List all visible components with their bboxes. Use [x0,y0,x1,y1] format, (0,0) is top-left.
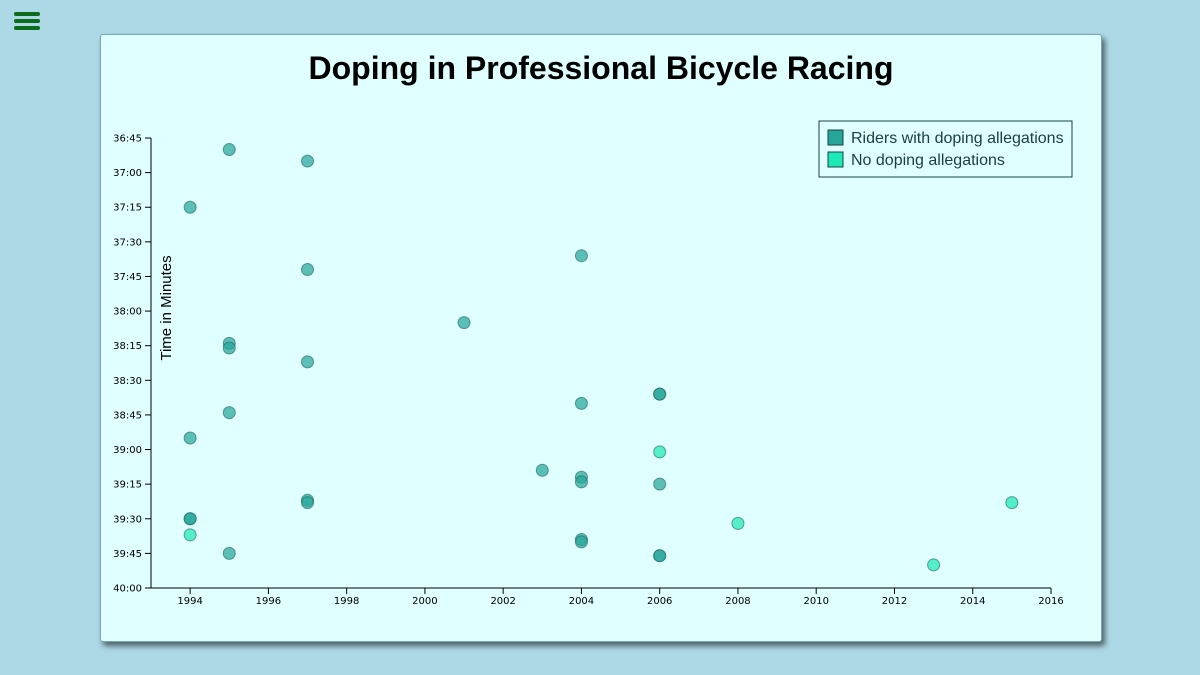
x-tick-label: 2006 [647,596,672,607]
doping-data-point [574,535,588,549]
y-tick-label: 38:00 [113,307,142,318]
chart-card: Doping in Professional Bicycle Racing 36… [100,34,1102,642]
x-tick-label: 2010 [803,596,828,607]
doping-data-point [222,406,236,420]
legend-swatch [827,129,844,146]
doping-data-point [222,546,236,560]
y-tick-label: 37:30 [113,237,142,248]
x-tick-label: 2000 [412,596,437,607]
y-tick-label: 38:45 [113,410,142,421]
x-tick-label: 2004 [569,596,594,607]
y-tick-label: 37:00 [113,168,142,179]
y-tick-label: 37:45 [113,272,142,283]
y-tick-label: 37:15 [113,203,142,214]
hamburger-menu-icon[interactable] [12,8,42,38]
legend-label: No doping allegations [851,152,1005,169]
doping-data-point [222,341,236,355]
y-tick-label: 39:15 [113,480,142,491]
y-axis-label: Time in Minutes [158,255,175,360]
doping-data-point [301,496,315,510]
doping-data-point [183,431,197,445]
chart-title: Doping in Professional Bicycle Racing [308,50,894,86]
y-tick-label: 36:45 [113,134,142,145]
doping-data-point [301,263,315,277]
y-tick-label: 39:45 [113,549,142,560]
clean-data-point [653,445,667,459]
doping-data-point [301,154,315,168]
doping-data-point [183,512,197,526]
doping-data-point [183,200,197,214]
y-tick-label: 39:30 [113,514,142,525]
x-tick-label: 2008 [725,596,750,607]
y-tick-label: 38:30 [113,376,142,387]
x-tick-label: 2002 [490,596,515,607]
menu-bar [14,26,40,30]
clean-data-point [927,558,941,572]
doping-data-point [653,477,667,491]
doping-data-point [457,316,471,330]
clean-data-point [731,516,745,530]
menu-bar [14,19,40,23]
x-tick-label: 2014 [960,596,985,607]
scatter-plot: 36:45 37:00 37:15 37:30 37:45 38:00 38:15 38:30… [113,120,1073,607]
doping-data-point [653,549,667,563]
doping-data-point [653,387,667,401]
legend-box [818,120,1073,178]
doping-data-point [222,143,236,157]
doping-data-point [574,249,588,263]
x-tick-label: 2016 [1038,596,1063,607]
legend-swatch [827,151,844,168]
clean-data-point [1005,496,1019,510]
y-tick-label: 40:00 [113,584,142,595]
doping-data-point [574,475,588,489]
x-tick-label: 2012 [882,596,907,607]
clean-data-point [183,528,197,542]
x-tick-label: 1994 [177,596,202,607]
doping-data-point [301,355,315,369]
y-tick-label: 38:15 [113,341,142,352]
y-tick-label: 39:00 [113,445,142,456]
legend-label: Riders with doping allegations [851,130,1064,147]
x-tick-label: 1998 [334,596,359,607]
x-tick-label: 1996 [256,596,281,607]
menu-bar [14,12,40,16]
doping-data-point [535,463,549,477]
doping-data-point [574,396,588,410]
